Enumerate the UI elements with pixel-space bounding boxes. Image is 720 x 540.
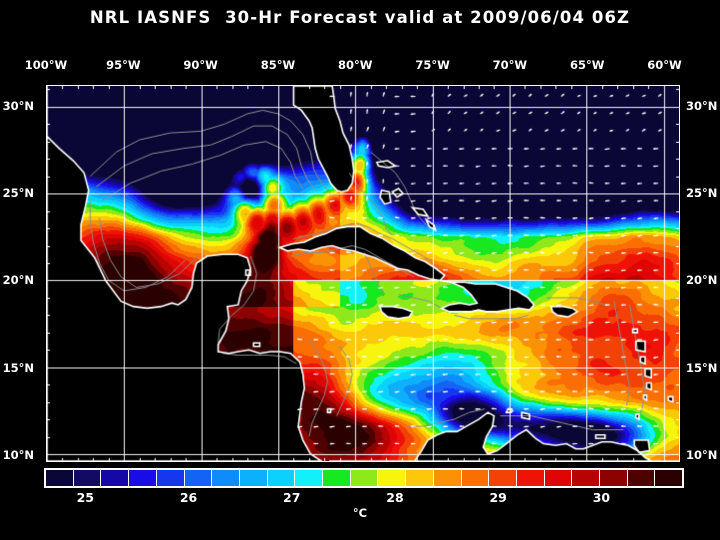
latitude-label: 10°N bbox=[686, 448, 718, 463]
latitude-label: 15°N bbox=[686, 360, 718, 375]
longitude-label: 90°W bbox=[183, 58, 218, 72]
page-title: NRL IASNFS 30-Hr Forecast valid at 2009/… bbox=[89, 8, 631, 27]
colorbar-swatch bbox=[572, 470, 601, 486]
colorbar-swatch bbox=[433, 470, 462, 486]
latitude-label: 20°N bbox=[2, 273, 34, 288]
longitude-label: 95°W bbox=[106, 58, 141, 72]
map-frame[interactable]: Surface Temperature bbox=[46, 85, 680, 462]
sst-heatmap-canvas[interactable] bbox=[47, 86, 679, 461]
colorbar-swatch bbox=[627, 470, 656, 486]
colorbar-tick-label: 28 bbox=[386, 490, 404, 505]
colorbar-unit-label: °C bbox=[352, 506, 368, 520]
colorbar-tick-label: 30 bbox=[592, 490, 611, 505]
colorbar-tick-label: 26 bbox=[179, 490, 198, 505]
colorbar-swatch bbox=[544, 470, 573, 486]
colorbar-swatch bbox=[101, 470, 130, 486]
colorbar-swatch bbox=[73, 470, 102, 486]
longitude-label: 65°W bbox=[569, 58, 605, 72]
colorbar-swatch bbox=[46, 470, 74, 486]
latitude-label: 25°N bbox=[686, 186, 718, 201]
colorbar-swatch bbox=[655, 470, 683, 486]
colorbar-tick-label: 27 bbox=[283, 490, 301, 505]
colorbar-swatch bbox=[239, 470, 268, 486]
colorbar-swatch bbox=[406, 470, 434, 486]
latitude-label: 15°N bbox=[2, 360, 34, 375]
latitude-label: 30°N bbox=[686, 98, 718, 113]
colorbar-swatch bbox=[350, 470, 379, 486]
colorbar-swatch bbox=[156, 470, 185, 486]
colorbar-swatch bbox=[489, 470, 517, 486]
longitude-label: 70°W bbox=[492, 58, 528, 72]
latitude-label: 10°N bbox=[2, 448, 34, 463]
temperature-colorbar[interactable] bbox=[44, 468, 684, 488]
colorbar-swatch bbox=[184, 470, 213, 486]
colorbar-tick-label: 25 bbox=[76, 490, 94, 505]
colorbar-swatch bbox=[129, 470, 157, 486]
longitude-axis-labels: 100°W 95°W 90°W 85°W 80°W 75°W 70°W 65°W 60°W bbox=[0, 58, 720, 72]
colorbar-swatch bbox=[461, 470, 490, 486]
colorbar-tick-label: 29 bbox=[489, 490, 507, 505]
longitude-label: 85°W bbox=[260, 58, 296, 72]
latitude-label: 30°N bbox=[2, 98, 34, 113]
longitude-label: 100°W bbox=[24, 58, 68, 72]
longitude-label: 80°W bbox=[338, 58, 373, 72]
colorbar-swatch bbox=[378, 470, 407, 486]
latitude-label: 20°N bbox=[686, 273, 718, 288]
colorbar-tick-labels: 25 26 27 28 29 30 bbox=[0, 490, 720, 506]
colorbar-swatch bbox=[295, 470, 324, 486]
colorbar-swatch bbox=[323, 470, 351, 486]
colorbar-swatch bbox=[267, 470, 296, 486]
colorbar-container bbox=[44, 468, 684, 488]
colorbar-swatch bbox=[600, 470, 628, 486]
longitude-label: 60°W bbox=[647, 58, 682, 72]
latitude-label: 25°N bbox=[2, 186, 34, 201]
longitude-label: 75°W bbox=[415, 58, 450, 72]
colorbar-swatch bbox=[516, 470, 545, 486]
colorbar-swatch bbox=[212, 470, 240, 486]
